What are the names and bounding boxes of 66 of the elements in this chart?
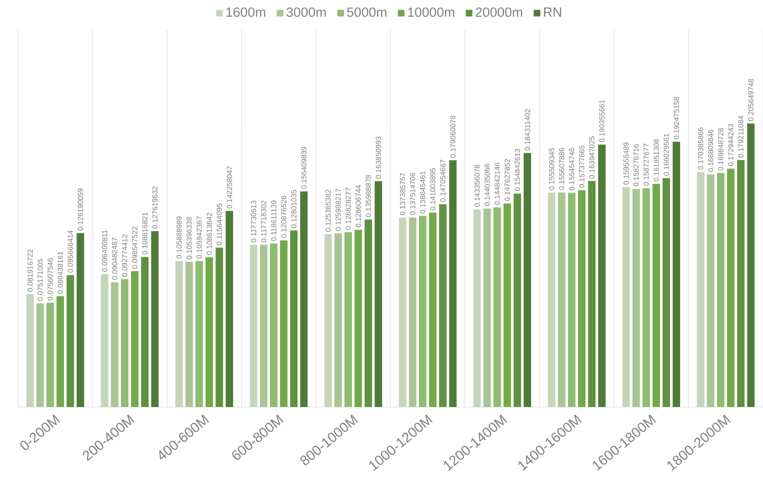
bar [504,204,511,407]
bar [141,257,149,407]
bar [398,218,406,407]
bar [131,271,139,407]
bar [548,192,556,407]
bar [716,172,724,407]
bar [622,187,630,407]
bar [727,168,734,407]
bar [324,234,332,407]
bar [514,194,522,407]
legend-label: 1600m [226,8,266,17]
bar [418,216,426,407]
bar [250,244,258,407]
bar [493,207,501,407]
legend-label: RN [544,8,562,17]
legend-label: 5000m [347,8,386,17]
legend-label: 10000m [408,8,454,17]
bar [290,230,298,407]
bar [334,233,342,407]
bar [696,172,704,407]
bar [632,188,640,407]
bar [598,144,606,407]
bar [226,210,234,407]
bar [524,152,532,407]
bar [280,240,288,407]
legend-label: 20000m [476,8,522,17]
bar [662,178,670,407]
bar [439,204,447,407]
bar [120,279,128,407]
bar [36,303,44,407]
bar [449,160,457,407]
bar [558,192,566,407]
bar [429,212,437,407]
bar [175,261,183,407]
bar [344,232,352,407]
bar [364,220,372,407]
bar [270,244,278,407]
bar [76,233,84,407]
bar [588,181,596,407]
bar [216,248,224,407]
bar [46,302,54,407]
bar [151,231,159,407]
bar [100,274,108,407]
bar [737,160,745,407]
legend-label: 3000m [286,8,326,17]
bar [578,190,586,407]
bar [66,275,74,407]
bar [568,192,576,407]
bar [206,257,214,407]
bar [473,209,481,407]
bar [408,217,416,407]
bar [706,174,714,407]
bar [56,296,64,407]
bar [374,181,382,407]
bar [195,260,203,407]
bar [483,208,491,407]
bar [652,184,660,407]
bar [354,230,362,407]
bar [260,244,268,407]
bar [642,188,650,407]
bar [672,142,680,407]
bar [110,282,118,407]
bar [185,262,193,407]
bar [747,124,755,407]
bar [300,191,308,407]
bar [26,294,34,407]
